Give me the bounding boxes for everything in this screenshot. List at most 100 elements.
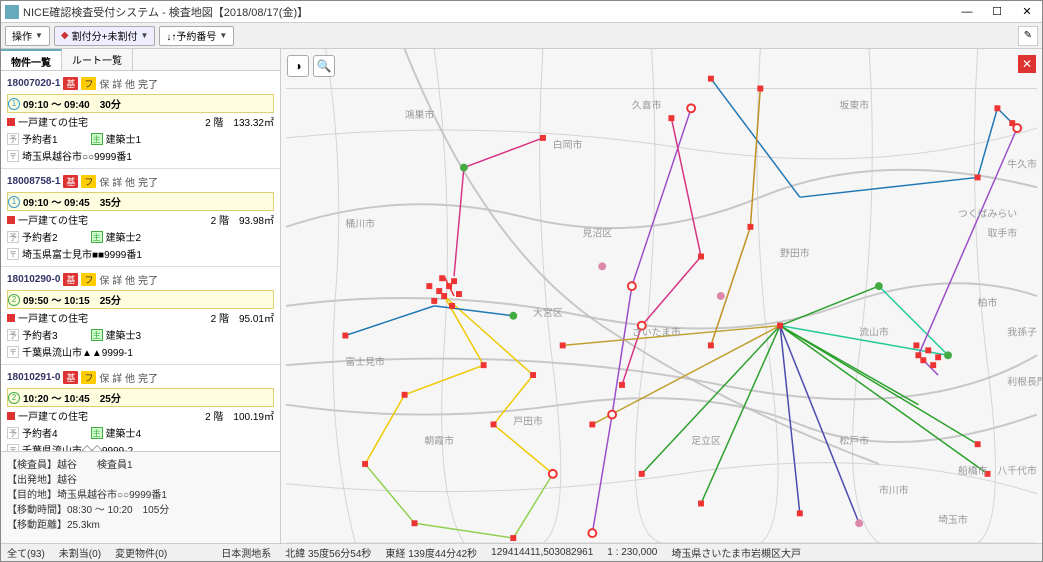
map-close-button[interactable]: ✕: [1018, 55, 1036, 73]
status-lon: 東経 139度44分42秒: [385, 545, 477, 560]
badge-yel: フ: [81, 273, 96, 286]
card-addr: 埼玉県富士見市■■9999番1: [22, 246, 142, 261]
card-yoyaku: 予約者1: [22, 131, 58, 146]
card-id: 18007020-1: [7, 78, 60, 89]
map-canvas: 鴻巣市白岡市野田市つくばみらい見沼区桶川市流山市柏市我孫子さいたま市大宮区朝霞市…: [281, 49, 1042, 543]
kenchiku-icon: 主: [91, 427, 103, 439]
card-tags: 保 詳 他: [99, 76, 135, 91]
svg-text:戸田市: 戸田市: [513, 414, 543, 427]
card-type: 一戸建ての住宅: [18, 212, 88, 227]
status-loc: 埼玉県さいたま市岩槻区大戸: [671, 545, 801, 560]
badge-red: 基: [63, 371, 78, 384]
card[interactable]: 18010291-0 基 フ 保 詳 他 完了 2 10:20 ～ 10:45 …: [1, 365, 280, 451]
info-mokuteki: 【目的地】埼玉県越谷市○○9999番1: [7, 486, 274, 501]
status-bar: 全て(93) 未割当(0) 変更物件(0) 日本測地系 北緯 35度56分54秒…: [1, 543, 1042, 561]
svg-text:我孫子: 我孫子: [1007, 327, 1037, 339]
info-shuppatsu: 【出発地】越谷: [7, 471, 274, 486]
house-icon: [7, 118, 15, 126]
addr-icon: 〒: [7, 248, 19, 260]
sidebar-tabs: 物件一覧 ルート一覧: [1, 49, 280, 71]
window-titlebar: NICE確認検査受付システム - 検査地図【2018/08/17(金)】 — ☐…: [1, 1, 1042, 23]
map-color-button[interactable]: ◑: [287, 55, 309, 77]
card-type: 一戸建ての住宅: [18, 310, 88, 325]
card-kenchiku: 建築士3: [106, 327, 142, 342]
card-id: 18010291-0: [7, 372, 60, 383]
svg-text:久喜市: 久喜市: [632, 98, 662, 111]
map-area[interactable]: 鴻巣市白岡市野田市つくばみらい見沼区桶川市流山市柏市我孫子さいたま市大宮区朝霞市…: [281, 49, 1042, 543]
card-done: 完了: [138, 370, 158, 385]
info-kyori: 【移動距離】25.3km: [7, 516, 274, 531]
svg-text:利根長門: 利根長門: [1007, 375, 1042, 388]
card-kenchiku: 建築士2: [106, 229, 142, 244]
card-done: 完了: [138, 76, 158, 91]
card-type: 一戸建ての住宅: [18, 114, 88, 129]
card-seq-icon: 2: [8, 392, 20, 404]
svg-text:松戸市: 松戸市: [839, 434, 869, 447]
info-panel: 【検査員】越谷 検査員1 【出発地】越谷 【目的地】埼玉県越谷市○○9999番1…: [1, 451, 280, 543]
palette-icon: ◑: [294, 59, 301, 73]
addr-icon: 〒: [7, 150, 19, 162]
status-all: 全て(93): [7, 545, 45, 560]
card-type: 一戸建ての住宅: [18, 408, 88, 423]
card-seq-icon: 1: [8, 196, 20, 208]
svg-text:桶川市: 桶川市: [345, 217, 375, 230]
tab-bukken[interactable]: 物件一覧: [1, 49, 62, 70]
card-addr: 埼玉県越谷市○○9999番1: [22, 148, 132, 163]
card-seq-icon: 2: [8, 294, 20, 306]
svg-text:見沼区: 見沼区: [582, 227, 612, 240]
search-icon: 🔍: [317, 59, 332, 73]
card-tags: 保 詳 他: [99, 370, 135, 385]
info-jikan: 【移動時間】08:30 ～ 10:20 105分: [7, 501, 274, 516]
card-id: 18008758-1: [7, 176, 60, 187]
svg-text:柏市: 柏市: [978, 296, 998, 309]
yoyaku-icon: 予: [7, 133, 19, 145]
map-search-button[interactable]: 🔍: [313, 55, 335, 77]
road-layer: [286, 49, 1037, 543]
sort-dropdown[interactable]: ↓↑予約番号▼: [159, 26, 234, 46]
house-icon: [7, 216, 15, 224]
card[interactable]: 18008758-1 基 フ 保 詳 他 完了 1 09:10 ～ 09:45 …: [1, 169, 280, 267]
yoyaku-icon: 予: [7, 329, 19, 341]
card[interactable]: 18010290-0 基 フ 保 詳 他 完了 2 09:50 ～ 10:15 …: [1, 267, 280, 365]
kenchiku-icon: 主: [91, 231, 103, 243]
minimize-button[interactable]: —: [952, 2, 982, 22]
svg-text:足立区: 足立区: [691, 434, 721, 447]
status-coord: 129414411,503082961: [491, 547, 593, 558]
svg-text:船橋市: 船橋市: [958, 464, 988, 477]
badge-yel: フ: [81, 371, 96, 384]
card-floor: 2 階 133.32㎡: [205, 114, 274, 129]
sidebar: 物件一覧 ルート一覧 18007020-1 基 フ 保 詳 他 完了 1 09:…: [1, 49, 281, 543]
card-list[interactable]: 18007020-1 基 フ 保 詳 他 完了 1 09:10 ～ 09:40 …: [1, 71, 280, 451]
card-id: 18010290-0: [7, 274, 60, 285]
card-time: 10:20 ～ 10:45 25分: [23, 390, 121, 405]
svg-text:八千代市: 八千代市: [997, 464, 1037, 477]
map-svg: 鴻巣市白岡市野田市つくばみらい見沼区桶川市流山市柏市我孫子さいたま市大宮区朝霞市…: [281, 49, 1042, 543]
svg-text:牛久市: 牛久市: [1007, 158, 1037, 171]
svg-text:さいたま市: さいたま市: [632, 326, 681, 339]
maximize-button[interactable]: ☐: [982, 2, 1012, 22]
status-lat: 北緯 35度56分54秒: [285, 545, 371, 560]
tab-route[interactable]: ルート一覧: [62, 49, 133, 70]
svg-text:大宮区: 大宮区: [533, 306, 563, 319]
card-floor: 2 階 100.19㎡: [205, 408, 274, 423]
filter-dropdown[interactable]: ◆割付分+未割付▼: [54, 26, 155, 46]
status-datum: 日本測地系: [221, 545, 271, 560]
kenchiku-icon: 主: [91, 133, 103, 145]
house-icon: [7, 412, 15, 420]
kenchiku-icon: 主: [91, 329, 103, 341]
edit-button[interactable]: ✎: [1018, 26, 1038, 46]
card-time: 09:10 ～ 09:40 30分: [23, 96, 121, 111]
card[interactable]: 18007020-1 基 フ 保 詳 他 完了 1 09:10 ～ 09:40 …: [1, 71, 280, 169]
op-dropdown[interactable]: 操作▼: [5, 26, 50, 46]
close-button[interactable]: ✕: [1012, 2, 1042, 22]
card-addr: 千葉県流山市◇◇9999-2: [22, 442, 133, 451]
svg-text:野田市: 野田市: [780, 246, 810, 259]
status-changed: 変更物件(0): [115, 545, 167, 560]
card-floor: 2 階 93.98㎡: [211, 212, 274, 227]
card-floor: 2 階 95.01㎡: [211, 310, 274, 325]
badge-yel: フ: [81, 175, 96, 188]
card-done: 完了: [138, 272, 158, 287]
card-time: 09:50 ～ 10:15 25分: [23, 292, 121, 307]
badge-red: 基: [63, 273, 78, 286]
main-toolbar: 操作▼ ◆割付分+未割付▼ ↓↑予約番号▼ ✎: [1, 23, 1042, 49]
